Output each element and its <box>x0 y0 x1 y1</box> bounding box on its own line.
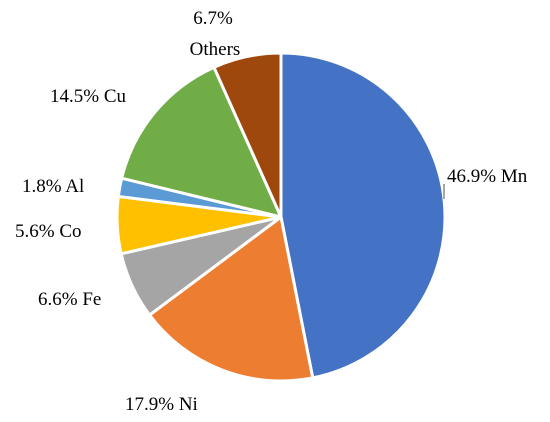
slice-label: 46.9% Mn <box>447 166 528 187</box>
slice-category-label: Ni <box>179 394 198 415</box>
slice-label: 1.8% Al <box>22 176 84 197</box>
slice-label: 14.5% Cu <box>50 86 127 107</box>
slice-value-label: 17.9% <box>125 394 174 415</box>
slice-category-label: Mn <box>501 166 528 187</box>
slice-value-label: 6.7% <box>193 8 233 29</box>
slice-value-label: 6.6% <box>38 289 78 310</box>
slice-value-label: 14.5% <box>50 86 99 107</box>
pie-slice <box>279 51 447 380</box>
slice-value-label: 5.6% <box>15 221 55 242</box>
pie-slice <box>212 51 283 219</box>
pie-slice <box>120 65 283 219</box>
slice-value-label: 1.8% <box>22 176 62 197</box>
slice-category-label: Al <box>65 176 84 197</box>
slice-label: 6.6% Fe <box>38 289 101 310</box>
slice-label: 17.9% Ni <box>125 394 198 415</box>
slice-category-label: Cu <box>104 86 127 107</box>
pie-slice <box>148 215 315 383</box>
slice-category-label: Fe <box>82 289 101 310</box>
slice-label: 5.6% Co <box>15 221 82 242</box>
slice-category-label: Others <box>190 39 241 60</box>
slice-category-label: Co <box>59 221 81 242</box>
slice-value-label: 46.9% <box>447 166 496 187</box>
